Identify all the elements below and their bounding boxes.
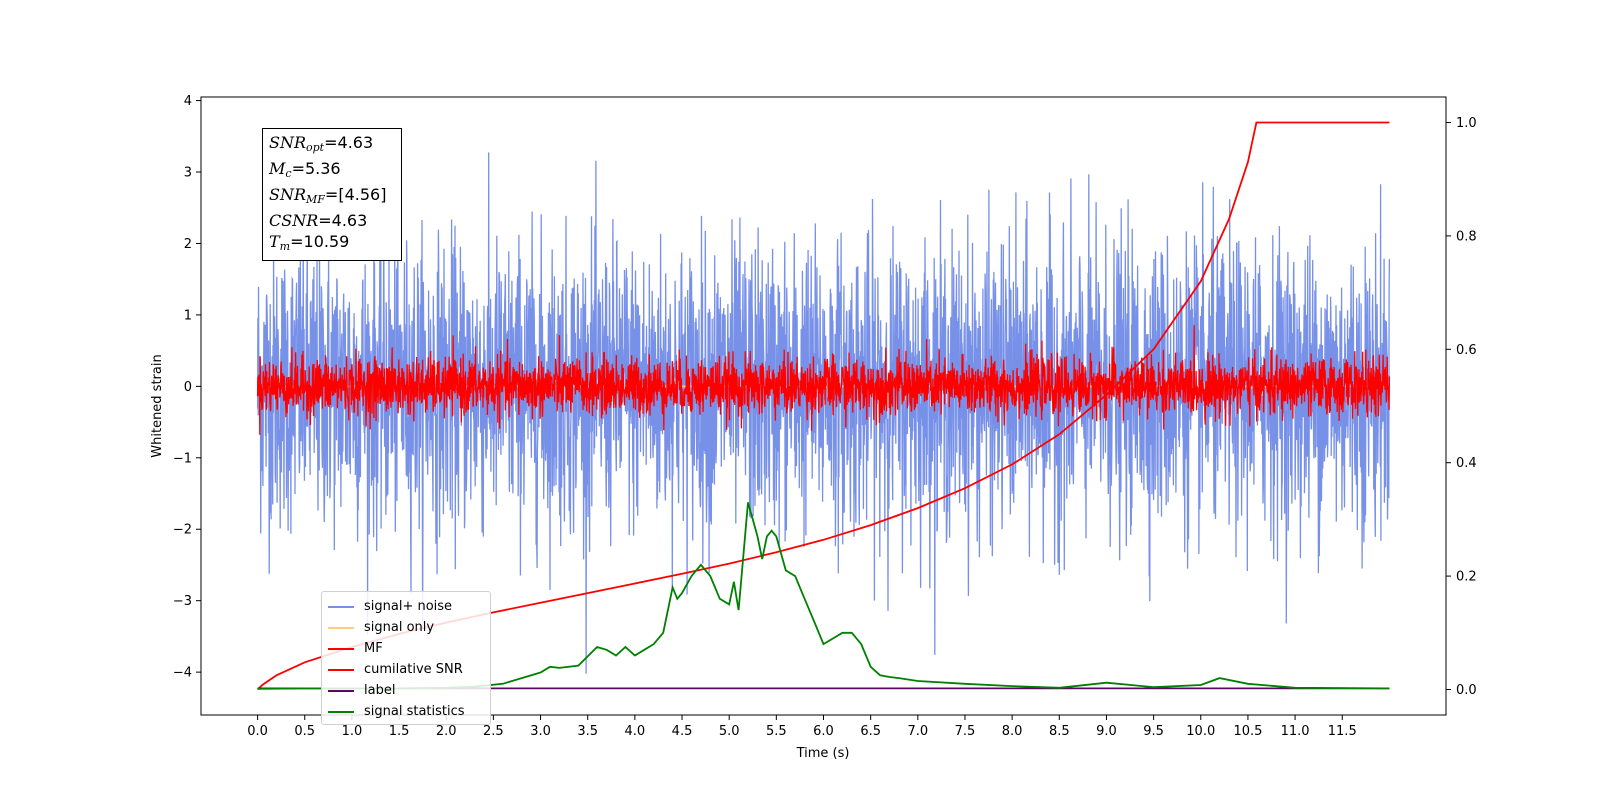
legend-swatch	[328, 710, 354, 713]
y-tick-label: −4	[173, 666, 192, 681]
annotation-line-2: SNRMF=[4.56]	[269, 184, 395, 210]
x-tick-label: 7.0	[907, 724, 928, 739]
legend-item-label: label	[328, 680, 484, 701]
annotation-sub: opt	[306, 141, 325, 154]
x-tick-label: 2.5	[483, 724, 504, 739]
x-tick-label: 10.5	[1233, 724, 1262, 739]
x-tick-label: 7.5	[955, 724, 976, 739]
y-axis-label: Whitened strain	[150, 354, 165, 457]
annotation-sub: c	[285, 167, 292, 180]
annotation-line-3: CSNR=4.63	[269, 210, 395, 231]
y2-tick-label: 0.8	[1456, 229, 1477, 244]
x-tick-label: 11.0	[1281, 724, 1310, 739]
annotation-value: =4.63	[324, 133, 374, 152]
y2-tick-label: 0.0	[1456, 683, 1477, 698]
x-tick-label: 11.5	[1328, 724, 1357, 739]
annotation-value: =10.59	[290, 232, 350, 251]
x-tick-label: 9.5	[1143, 724, 1164, 739]
y-tick-label: 1	[184, 308, 192, 323]
annotation-base: T	[269, 232, 280, 251]
annotation-value: =[4.56]	[324, 185, 387, 204]
y-axis-right: 1.0 0.8 0.6 0.4 0.2 0.0	[1446, 116, 1477, 698]
x-tick-label: 1.0	[342, 724, 363, 739]
y2-tick-label: 0.2	[1456, 570, 1477, 585]
x-tick-label: 3.0	[530, 724, 551, 739]
annotation-value: =4.63	[318, 211, 368, 230]
annotation-sub: MF	[306, 193, 325, 206]
annotation-base: SNR	[269, 133, 307, 152]
annotation-sub: m	[279, 240, 291, 253]
x-tick-label: 9.0	[1096, 724, 1117, 739]
legend-item-signal-only: signal only	[328, 617, 484, 638]
x-tick-label: 5.0	[719, 724, 740, 739]
series-signal-noise	[256, 152, 1391, 674]
y-tick-label: −1	[173, 451, 192, 466]
series-signal-statistics	[257, 502, 1390, 690]
legend-swatch	[328, 668, 354, 671]
y-tick-label: 4	[184, 94, 192, 109]
x-tick-label: 6.5	[860, 724, 881, 739]
annotation-box: SNRopt=4.63 Mc=5.36 SNRMF=[4.56] CSNR=4.…	[262, 128, 402, 261]
x-tick-label: 4.0	[625, 724, 646, 739]
y2-tick-label: 0.4	[1456, 456, 1477, 471]
x-tick-label: 10.0	[1186, 724, 1215, 739]
y-tick-label: −3	[173, 594, 192, 609]
y2-tick-label: 1.0	[1456, 116, 1477, 131]
x-tick-label: 8.5	[1049, 724, 1070, 739]
x-tick-label: 0.0	[247, 724, 268, 739]
series-mf	[256, 325, 1391, 435]
annotation-line-1: Mc=5.36	[269, 158, 395, 184]
x-tick-label: 1.5	[389, 724, 410, 739]
legend: signal+ noise signal only MF cumilative …	[321, 591, 491, 725]
y-tick-label: 2	[184, 237, 192, 252]
x-tick-label: 5.5	[766, 724, 787, 739]
legend-swatch	[328, 647, 354, 650]
x-tick-label: 0.5	[294, 724, 315, 739]
y2-tick-label: 0.6	[1456, 343, 1477, 358]
x-tick-label: 2.0	[436, 724, 457, 739]
x-tick-label: 6.0	[813, 724, 834, 739]
annotation-base: CSNR	[269, 211, 319, 230]
legend-swatch	[328, 689, 354, 692]
legend-label: MF	[364, 641, 383, 656]
x-axis-label: Time (s)	[796, 746, 850, 761]
legend-label: signal statistics	[364, 704, 465, 719]
legend-label: signal only	[364, 620, 435, 635]
x-axis: 0.0 0.5 1.0 1.5 2.0 2.5 3.0 3.5 4.0 4.5 5.0 5.5 6.0 6…	[247, 715, 1357, 739]
annotation-base: M	[269, 159, 286, 178]
y-axis-left: 4 3 2 1 0 −1 −2 −3 −4	[173, 94, 201, 681]
legend-label: label	[364, 683, 396, 698]
legend-swatch	[328, 626, 354, 629]
annotation-value: =5.36	[291, 159, 341, 178]
y-tick-label: −2	[173, 523, 192, 538]
legend-item-signal-statistics: signal statistics	[328, 701, 484, 722]
legend-item-signal-noise: signal+ noise	[328, 596, 484, 617]
x-tick-label: 3.5	[577, 724, 598, 739]
x-tick-label: 4.5	[672, 724, 693, 739]
legend-swatch	[328, 605, 354, 608]
y-tick-label: 3	[184, 166, 192, 181]
annotation-base: SNR	[269, 185, 307, 204]
annotation-line-0: SNRopt=4.63	[269, 132, 395, 158]
legend-item-mf: MF	[328, 638, 484, 659]
y-tick-label: 0	[184, 380, 192, 395]
legend-label: signal+ noise	[364, 599, 453, 614]
x-tick-label: 8.0	[1002, 724, 1023, 739]
legend-label: cumilative SNR	[364, 662, 463, 677]
annotation-line-4: Tm=10.59	[269, 231, 395, 257]
legend-item-cumulative-snr: cumilative SNR	[328, 659, 484, 680]
